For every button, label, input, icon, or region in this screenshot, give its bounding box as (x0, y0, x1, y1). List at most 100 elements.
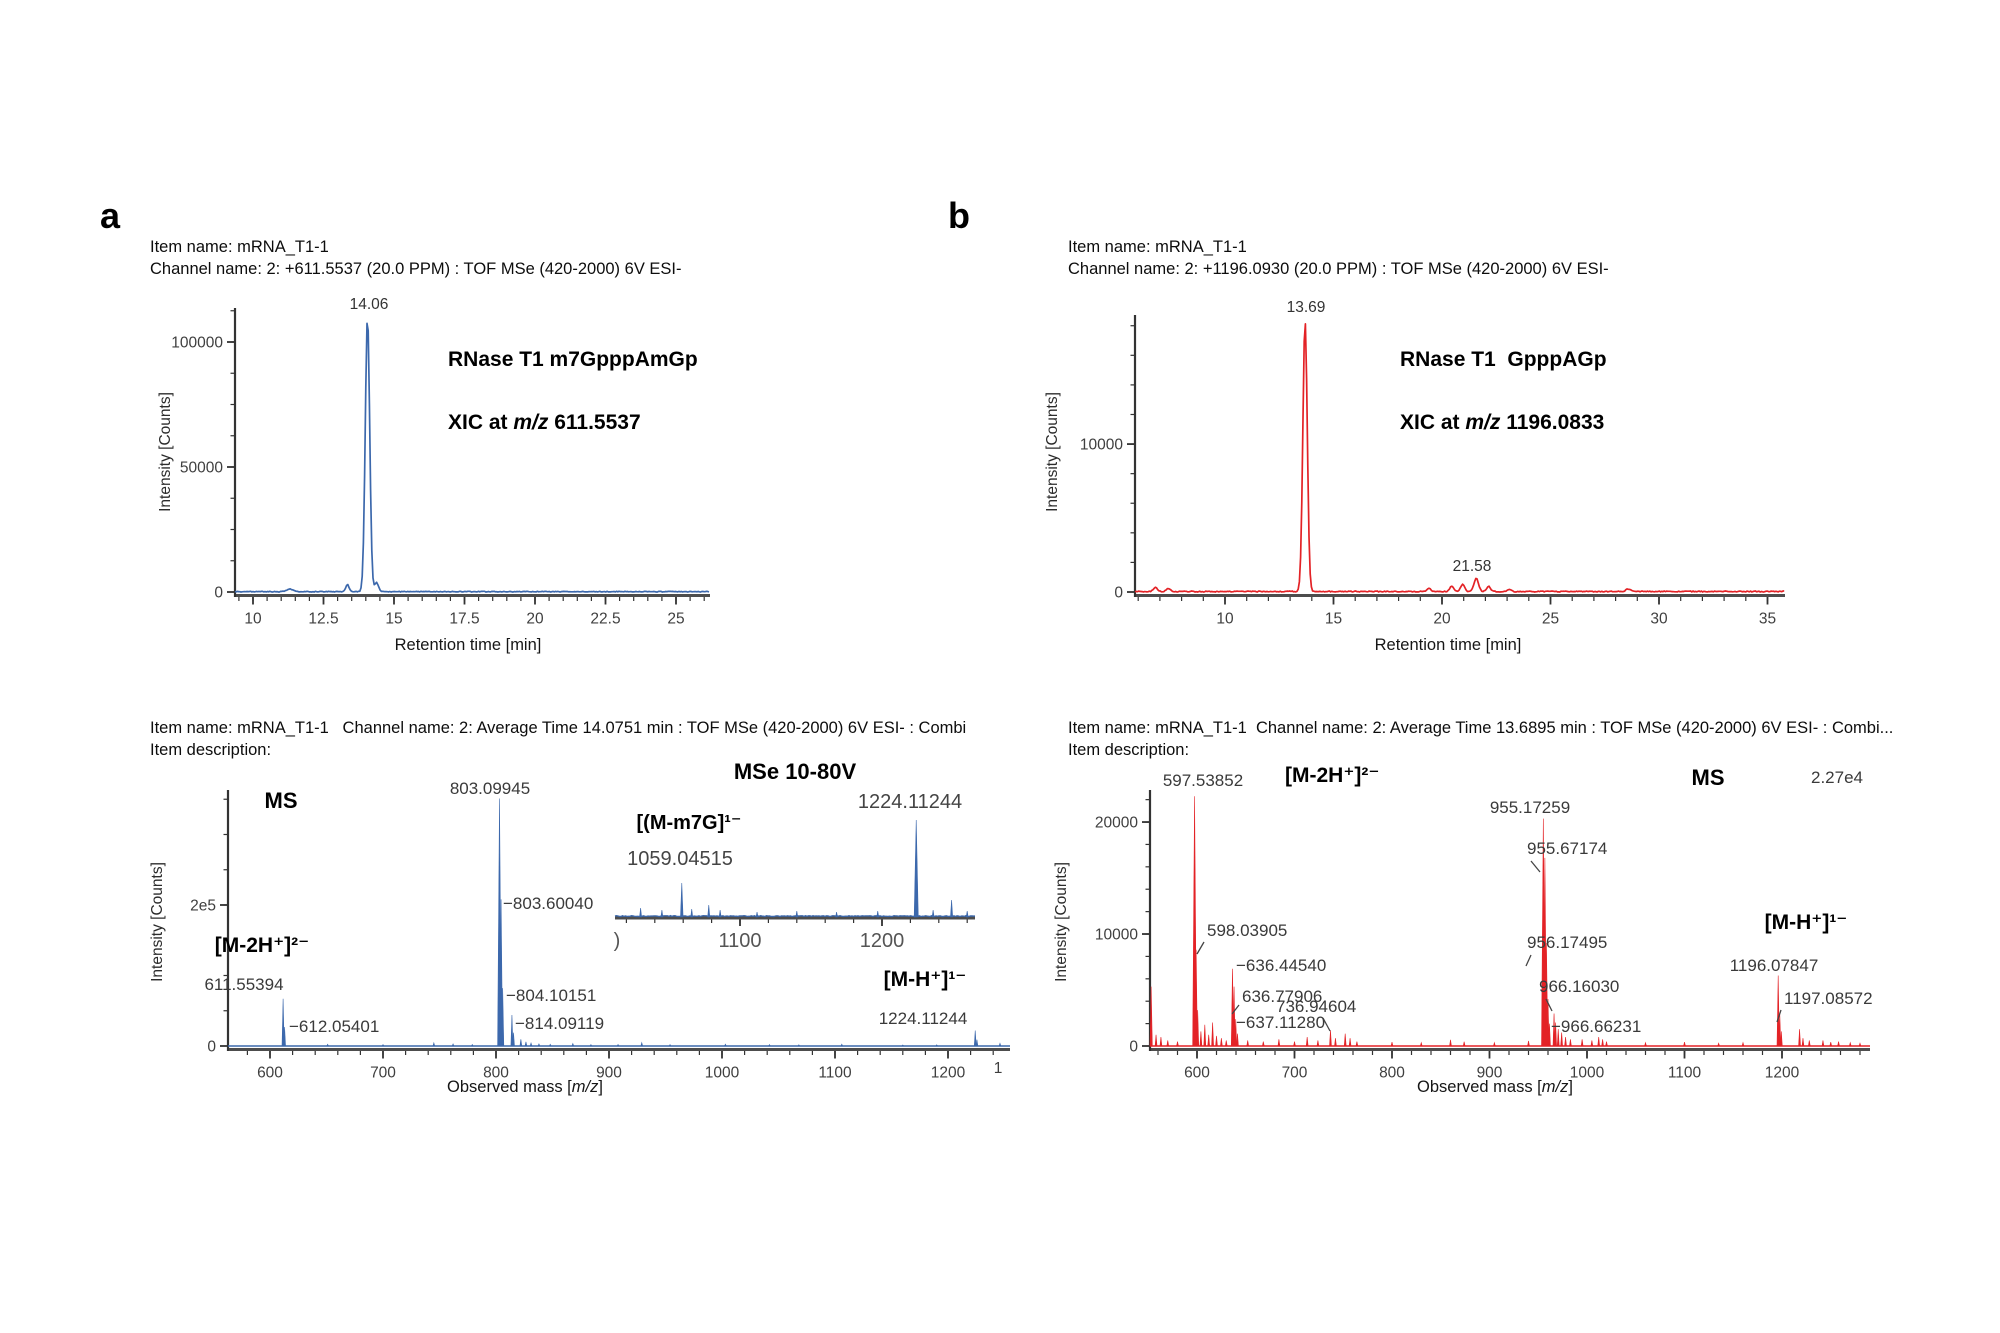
svg-text:[M-H⁺]¹⁻: [M-H⁺]¹⁻ (884, 968, 967, 991)
xic-b-x-axis-label: Retention time [min] (1374, 636, 1522, 654)
svg-text:0: 0 (214, 585, 223, 602)
svg-text:13.69: 13.69 (1287, 299, 1326, 316)
xic-b-caption-prefix: XIC at (1400, 411, 1466, 434)
svg-text:14.06: 14.06 (350, 296, 389, 313)
svg-text:[(M-m7G]¹⁻: [(M-m7G]¹⁻ (637, 812, 742, 834)
svg-text:1224.11244: 1224.11244 (858, 791, 962, 813)
svg-text:−804.10151: −804.10151 (506, 986, 596, 1005)
svg-text:17.5: 17.5 (449, 611, 479, 628)
svg-text:1196.07847: 1196.07847 (1730, 956, 1819, 975)
panel-b-label: b (948, 195, 970, 236)
svg-text:30: 30 (1650, 611, 1668, 628)
xic-a-y-axis-label: Intensity [Counts] (157, 392, 174, 512)
svg-text:25: 25 (667, 611, 684, 628)
mass-spectrum-chart-b: 600 700 800 900 1000 1100 1200 0 10000 20000 597.5… (1095, 764, 1873, 1082)
svg-text:−636.44540: −636.44540 (1236, 956, 1326, 975)
svg-text:MS: MS (1692, 765, 1725, 790)
mass-spectrum-chart-a: 600 700 800 900 1000 1100 1200 0 2e5 MS 803.09945 [… (190, 759, 1010, 1082)
svg-text:[M-2H⁺]²⁻: [M-2H⁺]²⁻ (215, 934, 309, 957)
svg-text:1197.08572: 1197.08572 (1784, 989, 1873, 1008)
ms-a-header: Item name: mRNA_T1-1 Channel name: 2: Av… (150, 718, 966, 761)
svg-text:10: 10 (1216, 611, 1234, 628)
svg-text:21.58: 21.58 (1453, 558, 1492, 575)
ms-b-xlabel-mz-italic: m/z (1541, 1078, 1569, 1096)
svg-text:MS: MS (265, 788, 298, 813)
xic-a-x-axis-label: Retention time [min] (394, 636, 542, 654)
svg-text:−612.05401: −612.05401 (289, 1017, 379, 1036)
ms-a-x-axis-label: Observed mass [m/z] (447, 1078, 603, 1097)
svg-text:10000: 10000 (1080, 437, 1123, 454)
ms-a-item-description: Item description: (150, 740, 272, 759)
svg-text:600: 600 (1184, 1065, 1210, 1082)
xic-b-y-axis-label: Intensity [Counts] (1044, 392, 1061, 512)
svg-text:1100: 1100 (1668, 1065, 1702, 1082)
svg-text:800: 800 (1379, 1065, 1405, 1082)
xic-a-caption-compound: RNase T1 m7GpppAmGp (448, 348, 698, 371)
ms-b-xlabel-prefix: Observed mass [ (1417, 1078, 1542, 1096)
svg-text:−803.60040: −803.60040 (503, 894, 593, 913)
svg-text:100000: 100000 (171, 335, 223, 352)
xic-b-header: Item name: mRNA_T1-1 Channel name: 2: +1… (1068, 237, 1609, 280)
xic-a-caption-mz: XIC at m/z 611.5537 (448, 411, 641, 435)
ms-b-header: Item name: mRNA_T1-1 Channel name: 2: Av… (1068, 718, 1893, 761)
svg-text:35: 35 (1759, 611, 1776, 628)
svg-text:1200: 1200 (931, 1065, 966, 1082)
svg-text:1000: 1000 (705, 1065, 740, 1082)
svg-text:0: 0 (207, 1039, 216, 1056)
svg-text:1200: 1200 (860, 930, 905, 952)
xic-a-channel-name: Channel name: 2: +611.5537 (20.0 PPM) : … (150, 259, 682, 278)
chromatogram-chart-b: 10 15 20 25 30 35 0 10000 13.69 21.58 (1080, 299, 1785, 628)
xic-a-caption-value: 611.5537 (548, 411, 641, 434)
svg-text:1224.11244: 1224.11244 (879, 1009, 968, 1028)
svg-text:−637.11280: −637.11280 (1236, 1013, 1325, 1032)
svg-text:0: 0 (1129, 1039, 1138, 1056)
svg-text:700: 700 (370, 1065, 396, 1082)
svg-text:15: 15 (1325, 611, 1342, 628)
svg-text:[M-H⁺]¹⁻: [M-H⁺]¹⁻ (1765, 911, 1848, 934)
svg-text:22.5: 22.5 (590, 611, 620, 628)
svg-text:1000: 1000 (1570, 1065, 1605, 1082)
ms-b-y-axis-label: Intensity [Counts] (1053, 862, 1070, 982)
ms-a-xlabel-prefix: Observed mass [ (447, 1078, 572, 1096)
svg-text:800: 800 (483, 1065, 509, 1082)
svg-text:20: 20 (1433, 611, 1451, 628)
svg-text:50000: 50000 (180, 460, 223, 477)
svg-text:955.17259: 955.17259 (1490, 798, 1570, 817)
svg-text:636.77906: 636.77906 (1242, 987, 1322, 1006)
xic-b-channel-name: Channel name: 2: +1196.0930 (20.0 PPM) :… (1068, 259, 1609, 278)
svg-text:−814.09119: −814.09119 (515, 1014, 604, 1033)
svg-text:700: 700 (1282, 1065, 1308, 1082)
xic-b-caption-mz: XIC at m/z 1196.0833 (1400, 411, 1604, 435)
svg-text:2.27e4: 2.27e4 (1811, 768, 1863, 787)
svg-text:1100: 1100 (818, 1065, 852, 1082)
svg-text:1100: 1100 (718, 930, 761, 952)
ms-b-x-axis-label: Observed mass [m/z] (1417, 1078, 1573, 1097)
svg-text:20: 20 (526, 611, 544, 628)
panel-a-label: a (100, 195, 121, 236)
xic-a-caption-prefix: XIC at (448, 411, 514, 434)
svg-text:): ) (614, 930, 621, 952)
svg-text:900: 900 (1477, 1065, 1503, 1082)
ms-a-item-channel-line: Item name: mRNA_T1-1 Channel name: 2: Av… (150, 719, 967, 737)
svg-text:[M-2H⁺]²⁻: [M-2H⁺]²⁻ (1285, 764, 1379, 787)
svg-text:1200: 1200 (1765, 1065, 1800, 1082)
svg-text:600: 600 (257, 1065, 283, 1082)
svg-text:966.16030: 966.16030 (1539, 977, 1619, 996)
svg-text:736.94604: 736.94604 (1276, 997, 1356, 1016)
svg-text:20000: 20000 (1095, 815, 1138, 832)
svg-text:2e5: 2e5 (190, 897, 216, 914)
svg-text:12.5: 12.5 (308, 611, 338, 628)
xic-a-header: Item name: mRNA_T1-1 Channel name: 2: +6… (150, 237, 682, 280)
svg-text:15: 15 (385, 611, 402, 628)
svg-text:598.03905: 598.03905 (1207, 921, 1287, 940)
ms-b-item-description: Item description: (1068, 740, 1190, 759)
ms-a-xlabel-suffix: ] (598, 1078, 603, 1096)
xic-b-caption-value: 1196.0833 (1500, 411, 1605, 434)
svg-text:−966.66231: −966.66231 (1551, 1017, 1641, 1036)
chromatogram-chart-a: 10 12.5 15 17.5 20 22.5 25 0 50000 100000 14.06 (171, 296, 710, 628)
svg-text:803.09945: 803.09945 (450, 779, 530, 798)
ms-a-y-axis-label: Intensity [Counts] (149, 862, 166, 982)
xic-b-item-name: Item name: mRNA_T1-1 (1068, 238, 1247, 256)
ms-a-xlabel-mz-italic: m/z (571, 1078, 599, 1096)
